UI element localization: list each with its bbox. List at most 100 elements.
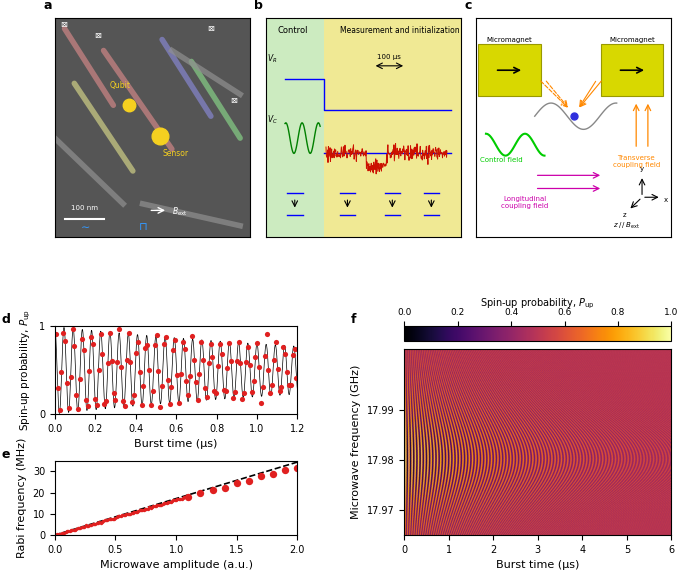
Point — [87, 519, 98, 529]
Point — [77, 334, 88, 343]
Point — [145, 400, 156, 410]
Point — [129, 390, 140, 399]
Point — [83, 521, 94, 530]
Text: $\boxtimes$: $\boxtimes$ — [60, 20, 68, 29]
Point — [245, 360, 256, 370]
Point — [82, 402, 93, 411]
Point — [175, 370, 186, 379]
Text: e: e — [1, 448, 10, 461]
Point — [101, 515, 112, 524]
Text: $B_\mathrm{ext}$: $B_\mathrm{ext}$ — [172, 206, 188, 218]
Point — [284, 380, 295, 390]
Point — [60, 527, 71, 536]
Y-axis label: Rabi frequency (MHz): Rabi frequency (MHz) — [17, 437, 27, 558]
Point — [289, 345, 300, 354]
Point — [173, 398, 184, 407]
Point — [219, 385, 229, 395]
Point — [232, 356, 242, 366]
Text: 100 nm: 100 nm — [71, 205, 97, 212]
Point — [116, 362, 127, 372]
Bar — [324, 18, 460, 237]
Text: $\boxtimes$: $\boxtimes$ — [207, 24, 215, 33]
Point — [130, 507, 141, 516]
Point — [180, 492, 191, 502]
Point — [144, 503, 155, 512]
Point — [84, 520, 95, 530]
Point — [190, 377, 201, 386]
Point — [112, 357, 123, 366]
Text: y: y — [640, 166, 644, 172]
Point — [256, 398, 266, 407]
Point — [104, 329, 115, 338]
Point — [176, 494, 187, 503]
Point — [266, 380, 277, 390]
Point — [222, 363, 233, 372]
Point — [192, 395, 203, 405]
Point — [170, 336, 181, 345]
Point — [168, 496, 179, 505]
Point — [151, 330, 162, 339]
Text: $\sqcap$: $\sqcap$ — [138, 221, 147, 232]
Point — [114, 325, 125, 334]
Point — [145, 503, 156, 512]
Point — [246, 387, 257, 396]
Point — [50, 330, 61, 339]
Point — [196, 337, 207, 346]
Point — [132, 338, 143, 347]
Point — [252, 338, 263, 348]
Point — [88, 340, 99, 349]
Point — [250, 353, 261, 362]
Point — [112, 512, 123, 521]
Point — [219, 483, 230, 492]
Point — [286, 380, 297, 389]
Point — [272, 364, 283, 373]
Point — [73, 404, 84, 413]
Point — [155, 500, 166, 510]
Point — [271, 337, 282, 346]
Point — [158, 340, 169, 349]
Point — [186, 331, 197, 340]
Point — [112, 512, 123, 522]
Point — [225, 356, 236, 366]
Point — [136, 506, 147, 515]
Point — [131, 348, 142, 358]
Text: $\sim$: $\sim$ — [78, 222, 90, 232]
Text: c: c — [464, 0, 472, 12]
Point — [155, 402, 166, 412]
Point — [134, 505, 145, 514]
Point — [188, 355, 199, 365]
Point — [108, 388, 119, 397]
Point — [99, 516, 110, 525]
Point — [88, 519, 99, 529]
Point — [137, 505, 148, 514]
Point — [147, 386, 158, 396]
Bar — [266, 18, 324, 237]
Point — [77, 522, 88, 532]
Point — [123, 329, 134, 338]
Point — [86, 520, 97, 530]
Point — [201, 393, 212, 402]
Point — [185, 371, 196, 380]
Point — [123, 509, 134, 519]
Point — [158, 499, 169, 508]
Point — [116, 510, 127, 520]
Point — [216, 350, 227, 359]
Point — [84, 366, 95, 376]
Y-axis label: Microwave frequency (GHz): Microwave frequency (GHz) — [351, 365, 362, 519]
Point — [54, 406, 65, 415]
Point — [195, 488, 206, 497]
Point — [268, 469, 279, 479]
Point — [76, 522, 87, 532]
Point — [207, 485, 218, 495]
Point — [144, 366, 155, 375]
Point — [71, 524, 82, 533]
Point — [72, 524, 83, 533]
Point — [117, 396, 128, 406]
Point — [136, 400, 147, 410]
Point — [52, 383, 63, 392]
Point — [179, 345, 190, 354]
Point — [82, 521, 92, 530]
Point — [69, 341, 80, 350]
Text: Sensor: Sensor — [162, 149, 188, 158]
Point — [240, 357, 251, 366]
